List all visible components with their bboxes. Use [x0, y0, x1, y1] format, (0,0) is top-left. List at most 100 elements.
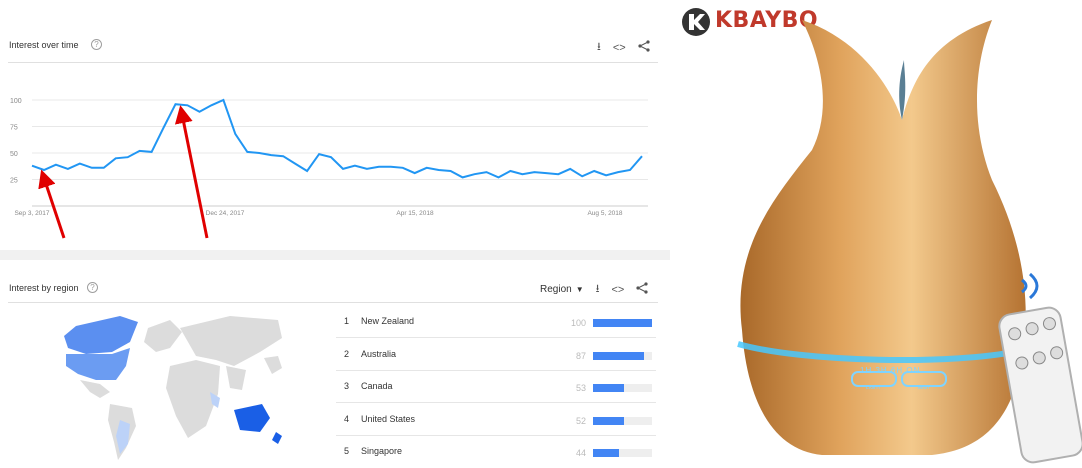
share-icon[interactable] [636, 282, 648, 297]
region-bar-track [593, 416, 652, 425]
iot-divider [8, 62, 658, 63]
data-point[interactable] [471, 170, 479, 178]
row-divider [336, 434, 656, 436]
data-point[interactable] [136, 147, 144, 155]
data-point[interactable] [28, 162, 36, 170]
map-australia [234, 404, 270, 432]
data-point[interactable] [339, 165, 347, 173]
data-point[interactable] [243, 148, 251, 156]
data-point[interactable] [88, 164, 96, 172]
ibr-divider [8, 302, 658, 303]
row-divider [336, 369, 656, 371]
embed-icon[interactable]: <> [611, 283, 625, 296]
data-point[interactable] [160, 124, 168, 132]
data-point[interactable] [100, 164, 108, 172]
data-point[interactable] [195, 108, 203, 116]
brand-name: KBAYBO [715, 8, 819, 33]
region-bar-fill [593, 416, 624, 425]
region-row[interactable]: 3 Canada 53 [336, 371, 656, 403]
region-row[interactable]: 2 Australia 87 [336, 339, 656, 371]
data-point[interactable] [626, 166, 634, 174]
series-line[interactable] [31, 98, 643, 179]
data-point[interactable] [590, 167, 598, 175]
data-point[interactable] [578, 172, 586, 180]
data-point[interactable] [64, 165, 72, 173]
help-icon[interactable]: ? [91, 39, 102, 50]
data-point[interactable] [267, 151, 275, 159]
region-value: 44 [575, 448, 586, 458]
data-point[interactable] [183, 101, 191, 109]
region-rank: 3 [344, 381, 350, 391]
data-point[interactable] [363, 165, 371, 173]
data-point[interactable] [614, 168, 622, 176]
data-point[interactable] [303, 167, 311, 175]
interest-by-region-title: Interest by region [9, 283, 79, 293]
embed-icon[interactable]: <> [612, 41, 626, 54]
data-point[interactable] [279, 152, 287, 160]
ibr-toolbar: Region ▼ ⭳ <> [540, 280, 648, 299]
data-point[interactable] [602, 171, 610, 179]
data-point[interactable] [447, 167, 455, 175]
data-point[interactable] [172, 100, 180, 108]
world-map[interactable] [20, 308, 320, 468]
data-point[interactable] [255, 149, 263, 157]
data-point[interactable] [315, 150, 323, 158]
map-land-other [144, 316, 282, 438]
region-name: Canada [361, 381, 393, 391]
data-point[interactable] [459, 173, 467, 181]
data-point[interactable] [40, 166, 48, 174]
share-icon[interactable] [638, 40, 650, 55]
region-name: New Zealand [361, 316, 415, 326]
data-point[interactable] [411, 169, 419, 177]
data-point[interactable] [76, 160, 84, 168]
data-point[interactable] [399, 164, 407, 172]
data-point[interactable] [291, 160, 299, 168]
region-value: 53 [575, 383, 586, 393]
data-point[interactable] [518, 170, 526, 178]
data-point[interactable] [554, 170, 562, 178]
region-name: United States [361, 413, 416, 424]
light-button-label: LIGHT [866, 385, 881, 391]
data-point[interactable] [375, 163, 383, 171]
region-bar-fill [593, 384, 625, 392]
region-rank: 2 [344, 348, 350, 359]
help-icon[interactable]: ? [87, 282, 98, 293]
region-bar-track [593, 384, 652, 392]
data-point[interactable] [207, 101, 215, 109]
region-rank: 1 [344, 316, 350, 326]
download-icon[interactable]: ⭳ [595, 283, 600, 295]
data-point[interactable] [351, 162, 359, 170]
data-point[interactable] [566, 165, 574, 173]
region-row[interactable]: 5 Singapore 44 [336, 436, 656, 468]
data-point[interactable] [506, 167, 514, 175]
data-point[interactable] [435, 166, 443, 174]
data-point[interactable] [124, 153, 132, 161]
region-bar-fill [593, 449, 619, 457]
brand-logo-icon [682, 8, 710, 36]
data-point[interactable] [148, 148, 156, 156]
region-bar-track [593, 449, 652, 457]
data-point[interactable] [542, 169, 550, 177]
data-point[interactable] [423, 164, 431, 172]
data-point[interactable] [327, 153, 335, 161]
data-point[interactable] [219, 96, 227, 104]
region-dropdown-label: Region [540, 284, 572, 295]
data-point[interactable] [483, 168, 491, 176]
region-dropdown[interactable]: Region ▼ [540, 284, 584, 295]
data-point[interactable] [231, 130, 239, 138]
data-point[interactable] [52, 161, 60, 169]
data-point[interactable] [638, 152, 646, 160]
x-tick-label: Apr 15, 2018 [396, 210, 434, 217]
download-icon[interactable]: ⭳ [597, 41, 601, 53]
region-bar-track [593, 319, 652, 327]
data-point[interactable] [387, 163, 395, 171]
region-row[interactable]: 4 United States 52 [336, 404, 656, 436]
data-point[interactable] [112, 154, 120, 162]
region-rank: 5 [344, 446, 350, 456]
x-tick-label: Aug 5, 2018 [587, 210, 622, 217]
map-southeast-asia [210, 392, 220, 408]
data-point[interactable] [530, 168, 538, 176]
region-bar-fill [593, 319, 652, 327]
region-row[interactable]: 1 New Zealand 100 [336, 306, 656, 338]
data-point[interactable] [494, 173, 502, 181]
